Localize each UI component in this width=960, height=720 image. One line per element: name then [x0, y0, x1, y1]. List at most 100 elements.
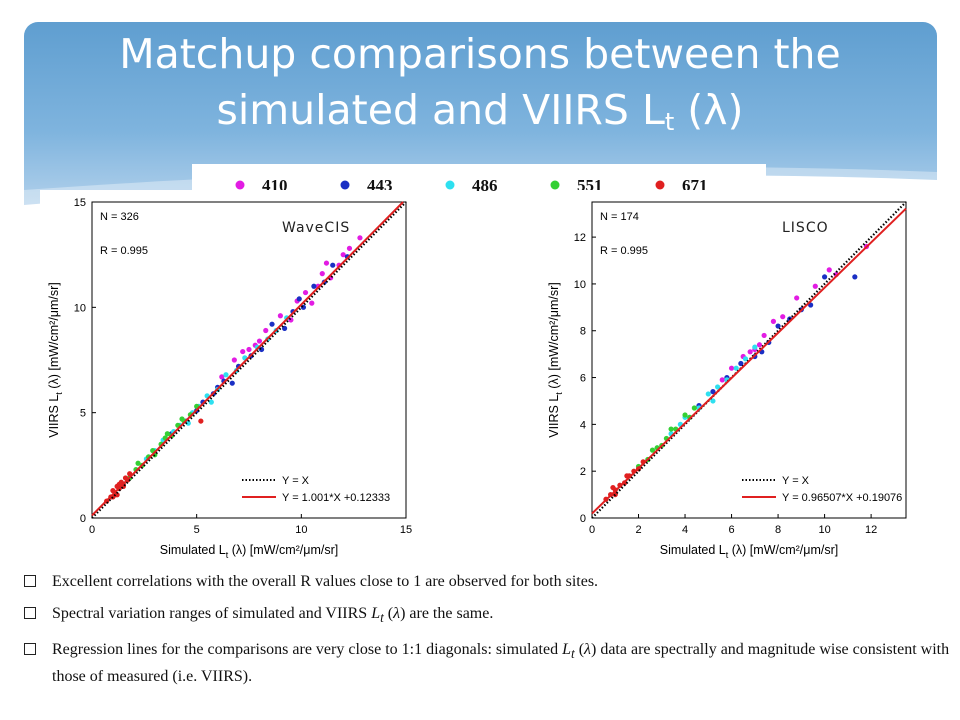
- data-point-486: [752, 344, 758, 350]
- finding-text-mid: (: [383, 605, 394, 622]
- y-tick-label: 5: [80, 408, 86, 420]
- x-tick-label: 0: [589, 524, 595, 536]
- data-point-410: [277, 313, 283, 319]
- legend-marker: [235, 180, 245, 190]
- y-tick-label: 2: [580, 466, 586, 478]
- data-point-410: [770, 318, 777, 324]
- wavecis-scatter-chart: 0 5 10 15 0 5 10 15 N = 326 R = 0.995 WaveCIS Y = X…: [47, 197, 412, 560]
- data-point-410: [826, 267, 832, 273]
- data-point-486: [705, 391, 711, 397]
- regression-line: [591, 207, 907, 515]
- data-point-410: [256, 338, 263, 344]
- stat-n: N = 326: [100, 211, 139, 223]
- checkbox-bullet-icon: [24, 643, 36, 656]
- data-point-410: [357, 235, 363, 241]
- finding-text-post: ) are the same.: [400, 605, 494, 622]
- data-point-410: [319, 271, 325, 277]
- title-line2-suffix: (λ): [674, 86, 744, 134]
- legend-marker: [340, 180, 350, 190]
- wavecis-chart-panel: 0 5 10 15 0 5 10 15 N = 326 R = 0.995 WaveCIS Y = X…: [40, 190, 420, 560]
- data-point-410: [323, 260, 330, 266]
- x-axis-label: Simulated Lt (λ) [mW/cm²/μm/sr]: [160, 543, 338, 560]
- plot-legend-label: Y = 1.001*X +0.12333: [282, 492, 390, 504]
- site-label: WaveCIS: [282, 220, 350, 236]
- data-point-486: [710, 398, 716, 404]
- y-tick-label: 6: [580, 373, 586, 385]
- data-point-551: [691, 405, 697, 411]
- finding-var-sub: t: [571, 646, 575, 662]
- data-point-671: [114, 492, 120, 498]
- data-point-443: [311, 283, 317, 289]
- x-tick-label: 2: [635, 524, 641, 536]
- data-point-443: [852, 274, 858, 280]
- y-tick-label: 15: [74, 197, 86, 209]
- page-title: Matchup comparisons between the simulate…: [40, 26, 920, 150]
- stat-r: R = 0.995: [100, 245, 148, 257]
- stat-r: R = 0.995: [600, 245, 648, 257]
- data-point-410: [794, 295, 800, 301]
- checkbox-bullet-icon: [24, 575, 36, 587]
- data-point-443: [710, 389, 716, 395]
- checkbox-bullet-icon: [24, 607, 36, 619]
- data-point-410: [302, 289, 309, 296]
- x-axis-label: Simulated Lt (λ) [mW/cm²/μm/sr]: [660, 543, 838, 560]
- legend-marker: [550, 180, 560, 190]
- regression-line: [91, 201, 404, 517]
- data-point-410: [340, 252, 346, 258]
- x-tick-label: 6: [728, 524, 734, 536]
- y-tick-label: 12: [574, 232, 586, 244]
- data-point-486: [715, 384, 721, 390]
- x-tick-label: 8: [775, 524, 781, 536]
- data-point-486: [185, 420, 191, 426]
- data-point-671: [198, 418, 204, 424]
- x-tick-label: 15: [400, 524, 412, 536]
- data-point-443: [821, 274, 828, 280]
- finding-lambda: λ: [393, 605, 401, 622]
- data-point-486: [742, 356, 749, 362]
- y-tick-label: 4: [580, 419, 586, 431]
- data-point-551: [668, 426, 674, 432]
- data-point-443: [229, 380, 235, 386]
- data-point-410: [756, 342, 763, 348]
- data-point-443: [269, 321, 275, 327]
- lisco-scatter-chart: 0 2 4 6 8 10 12 0 2 4 6 8 10 12 N = 174 R = 0.995 LISCO Y…: [547, 201, 907, 560]
- data-point-410: [246, 346, 252, 353]
- finding-item: Excellent correlations with the overall …: [22, 570, 952, 593]
- data-point-443: [775, 323, 781, 329]
- site-label: LISCO: [782, 220, 829, 236]
- data-point-551: [682, 412, 688, 418]
- x-tick-label: 12: [865, 524, 877, 536]
- data-point-410: [219, 374, 225, 380]
- y-tick-label: 8: [580, 326, 586, 338]
- data-point-551: [179, 416, 185, 422]
- data-point-551: [649, 447, 656, 453]
- plot-legend-label: Y = 0.96507*X +0.19076: [782, 492, 902, 504]
- title-line2-prefix: simulated and VIIRS L: [216, 86, 665, 134]
- stat-n: N = 174: [600, 211, 639, 223]
- finding-var: L: [562, 641, 572, 659]
- findings-list: Excellent correlations with the overall …: [22, 570, 952, 697]
- data-point-671: [610, 484, 616, 491]
- y-axis-label: VIIRS Lt (λ) [mW/cm²/μm/sr]: [547, 282, 564, 438]
- finding-item: Regression lines for the comparisons are…: [22, 638, 952, 688]
- finding-text: Excellent correlations with the overall …: [52, 573, 599, 590]
- data-point-551: [164, 431, 170, 437]
- x-tick-label: 0: [89, 524, 95, 536]
- data-point-410: [761, 332, 767, 339]
- data-point-443: [296, 296, 302, 302]
- finding-var: L: [371, 605, 381, 622]
- finding-text-pre: Regression lines for the comparisons are…: [52, 641, 563, 659]
- data-point-410: [240, 348, 246, 355]
- finding-var-sub: t: [380, 610, 384, 626]
- y-axis-label: VIIRS Lt (λ) [mW/cm²/μm/sr]: [47, 282, 64, 438]
- x-tick-label: 10: [818, 524, 830, 536]
- data-point-410: [747, 349, 753, 355]
- identity-line: [591, 201, 907, 519]
- data-point-410: [728, 365, 735, 371]
- x-tick-label: 10: [295, 524, 307, 536]
- data-point-443: [281, 325, 288, 331]
- data-point-410: [346, 245, 353, 251]
- legend-label: 486: [472, 176, 498, 195]
- data-point-410: [719, 377, 725, 383]
- finding-text-post: ) data are spectrally and magnitude wise…: [52, 641, 950, 686]
